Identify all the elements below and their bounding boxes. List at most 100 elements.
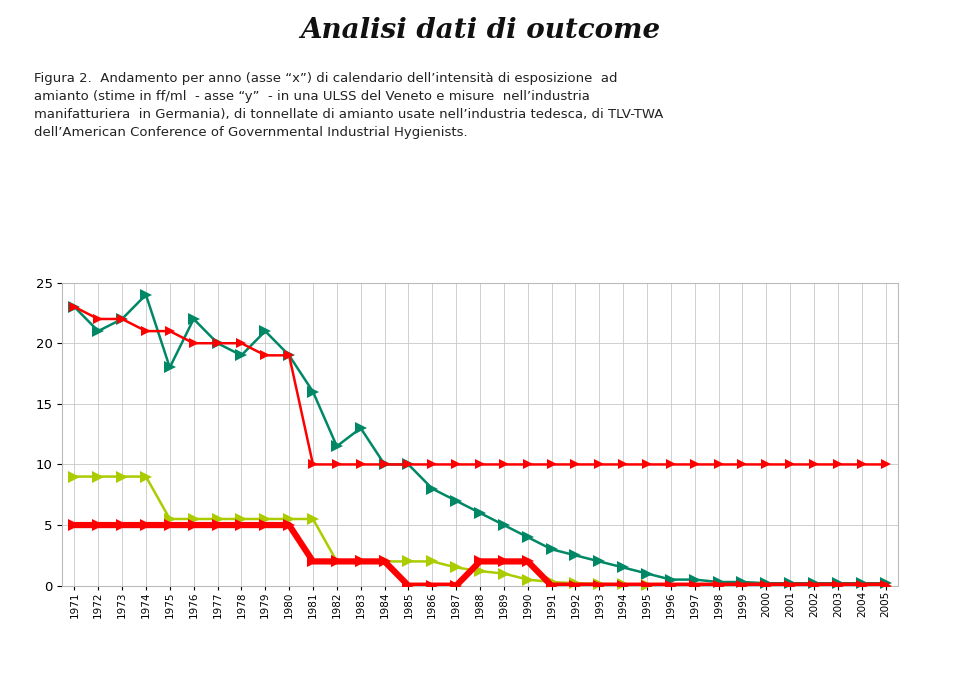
Veneto [259, 521, 271, 529]
Text: Analisi dati di outcome: Analisi dati di outcome [300, 17, 660, 44]
Germania [116, 473, 128, 481]
ton [832, 579, 844, 587]
ton [856, 579, 868, 587]
ton [808, 579, 820, 587]
ton [784, 579, 796, 587]
TLV-TWA [713, 460, 725, 469]
TLV-TWA [832, 460, 844, 469]
ton [593, 557, 605, 565]
Veneto [593, 582, 605, 590]
Veneto [736, 582, 748, 590]
Veneto [188, 521, 200, 529]
Veneto [713, 582, 725, 590]
Germania [188, 515, 200, 523]
ton [331, 442, 343, 450]
TLV-TWA [402, 460, 414, 469]
TLV-TWA [92, 315, 104, 323]
Germania [617, 580, 629, 588]
ton [164, 364, 176, 372]
Veneto [760, 582, 772, 590]
Veneto [379, 557, 391, 565]
TLV-TWA [68, 303, 80, 311]
Veneto [212, 521, 224, 529]
Veneto [283, 521, 295, 529]
ton [665, 575, 677, 584]
ton [713, 578, 725, 586]
ton [474, 509, 486, 517]
TLV-TWA [212, 339, 224, 347]
ton [212, 339, 224, 347]
ton [307, 387, 319, 396]
ton [498, 521, 510, 529]
Veneto [355, 557, 367, 565]
TLV-TWA [736, 460, 748, 469]
ton [569, 552, 581, 560]
Veneto [450, 582, 462, 590]
TLV-TWA [856, 460, 868, 469]
TLV-TWA [283, 351, 295, 360]
TLV-TWA [641, 460, 653, 469]
ton [259, 327, 271, 335]
Veneto [116, 521, 128, 529]
Veneto [140, 521, 152, 529]
Veneto [474, 557, 486, 565]
TLV-TWA [880, 460, 892, 469]
TLV-TWA [498, 460, 510, 469]
Veneto [641, 582, 653, 590]
ton [426, 485, 438, 493]
Germania [426, 557, 438, 565]
Germania [546, 578, 558, 586]
TLV-TWA [259, 351, 271, 360]
Line: TLV-TWA: TLV-TWA [69, 302, 891, 469]
ton [546, 545, 558, 554]
Veneto [426, 582, 438, 590]
ton [283, 351, 295, 360]
ton [617, 563, 629, 571]
ton [68, 303, 80, 311]
Veneto [617, 582, 629, 590]
Germania [593, 580, 605, 588]
TLV-TWA [116, 315, 128, 323]
ton [689, 575, 701, 584]
Germania [522, 575, 534, 584]
Germania [283, 515, 295, 523]
ton [116, 315, 128, 323]
Germania [140, 473, 152, 481]
ton [235, 351, 247, 360]
ton [355, 424, 367, 432]
ton [641, 569, 653, 577]
TLV-TWA [689, 460, 701, 469]
ton [450, 496, 462, 505]
Line: Germania: Germania [69, 471, 653, 590]
ton [140, 291, 152, 299]
Germania [92, 473, 104, 481]
Veneto [164, 521, 176, 529]
TLV-TWA [593, 460, 605, 469]
Veneto [832, 582, 844, 590]
TLV-TWA [474, 460, 486, 469]
TLV-TWA [760, 460, 772, 469]
TLV-TWA [546, 460, 558, 469]
Veneto [92, 521, 104, 529]
Germania [569, 579, 581, 587]
Line: ton: ton [69, 289, 891, 589]
Veneto [522, 557, 534, 565]
Veneto [235, 521, 247, 529]
Line: Veneto: Veneto [68, 519, 892, 592]
Germania [641, 581, 653, 589]
ton [736, 578, 748, 586]
TLV-TWA [140, 327, 152, 335]
Germania [164, 515, 176, 523]
Veneto [307, 557, 319, 565]
Germania [379, 557, 391, 565]
TLV-TWA [522, 460, 534, 469]
TLV-TWA [450, 460, 462, 469]
Germania [474, 567, 486, 575]
ton [880, 579, 892, 587]
TLV-TWA [188, 339, 200, 347]
Germania [402, 557, 414, 565]
TLV-TWA [355, 460, 367, 469]
TLV-TWA [784, 460, 796, 469]
TLV-TWA [379, 460, 391, 469]
ton [188, 315, 200, 323]
